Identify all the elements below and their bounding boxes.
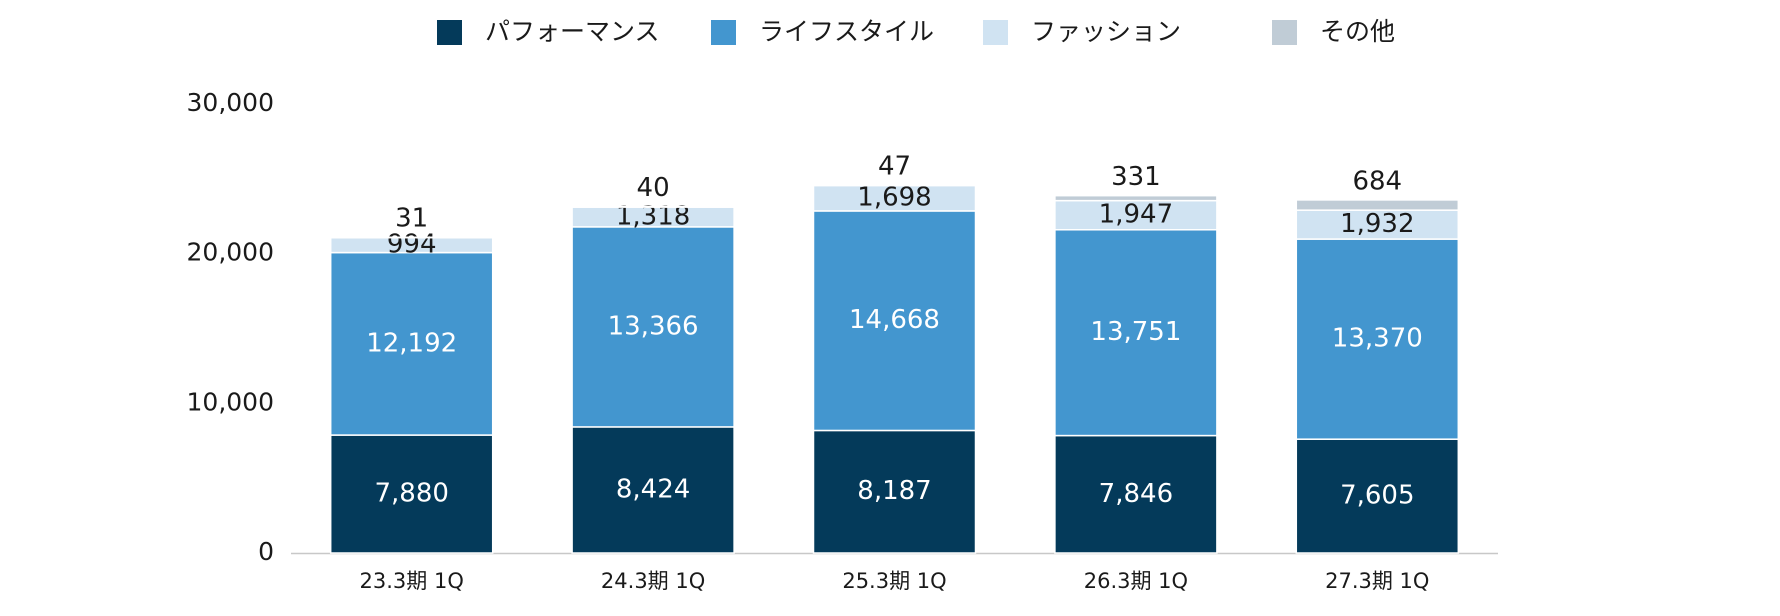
data-label: 331 <box>1111 162 1161 192</box>
data-label: 13,366 <box>608 311 699 341</box>
bar-segment <box>571 426 735 554</box>
data-label: 12,192 <box>366 328 457 358</box>
bar-segment <box>571 226 735 428</box>
legend-label: パフォーマンス <box>485 17 660 46</box>
x-tick-label: 25.3期 1Q <box>842 569 946 593</box>
data-label: 7,880 <box>374 479 448 509</box>
x-tick-label: 23.3期 1Q <box>360 569 464 593</box>
x-tick-label: 27.3期 1Q <box>1325 569 1429 593</box>
data-label: 7,846 <box>1099 479 1173 509</box>
bar-segment <box>1295 209 1460 240</box>
data-label: 31 <box>395 204 428 234</box>
bar-segment <box>1295 199 1460 211</box>
data-label: 40 <box>637 173 670 203</box>
bar-segment <box>812 429 977 554</box>
bar-segment <box>812 184 977 187</box>
data-label: 8,187 <box>857 476 931 506</box>
bar-segment <box>812 184 977 212</box>
y-tick-label: 0 <box>258 537 274 566</box>
bar-segment <box>1295 238 1460 440</box>
y-tick-label: 20,000 <box>187 238 274 267</box>
legend-label: ファッション <box>1031 17 1181 46</box>
bar-segment <box>571 205 735 208</box>
data-label: 1,932 <box>1340 209 1414 239</box>
legend-swatch <box>437 20 462 45</box>
bar-segment <box>1054 199 1218 231</box>
data-label: 13,370 <box>1332 324 1423 354</box>
data-label: 14,668 <box>849 305 940 335</box>
bar-segment <box>329 251 494 436</box>
data-label: 13,751 <box>1090 317 1181 347</box>
legend-swatch <box>711 20 736 45</box>
data-label: 1,698 <box>857 183 931 213</box>
legend-label: その他 <box>1320 17 1395 46</box>
bar-segment <box>812 210 977 432</box>
x-tick-label: 26.3期 1Q <box>1084 569 1188 593</box>
legend-swatch <box>983 20 1008 45</box>
data-label: 1,947 <box>1099 200 1173 230</box>
data-label: 7,605 <box>1340 481 1414 511</box>
y-tick-label: 30,000 <box>187 88 274 117</box>
data-label: 8,424 <box>616 474 690 504</box>
x-tick-label: 24.3期 1Q <box>601 569 705 593</box>
legend-label: ライフスタイル <box>759 17 934 46</box>
bar-segment <box>1054 434 1218 554</box>
data-label: 47 <box>878 151 911 181</box>
bar-segment <box>329 434 494 554</box>
bar-segment <box>1054 229 1218 437</box>
legend-swatch <box>1272 20 1297 45</box>
y-tick-label: 10,000 <box>187 387 274 416</box>
data-label: 994 <box>387 230 437 260</box>
bar-segment <box>1295 438 1460 554</box>
data-label: 684 <box>1352 166 1402 196</box>
bar-segment <box>1054 194 1218 202</box>
